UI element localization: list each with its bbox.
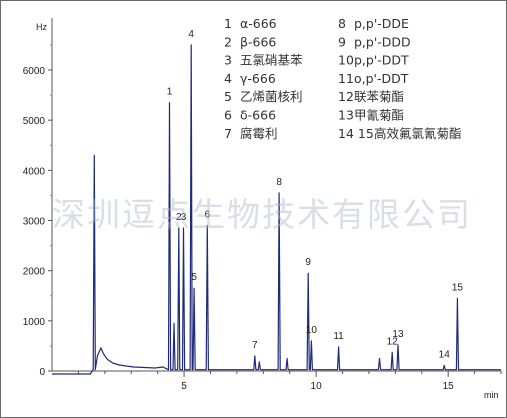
watermark-text: 深圳逗点生物技术有限公司 (52, 195, 472, 234)
legend-compound-name: 甲氰菊酯 (354, 108, 404, 123)
y-tick-label: 5000 (23, 116, 46, 127)
legend-compound-name: β-666 (240, 34, 276, 49)
peak-label: 8 (276, 177, 282, 188)
x-tick-label: 5 (181, 381, 187, 392)
legend-number: 12 (338, 89, 354, 104)
legend-compound-name: 腐霉利 (240, 126, 278, 141)
legend-number: 13 (338, 108, 354, 123)
peak-label: 5 (191, 272, 197, 283)
legend-number: 2 (224, 34, 232, 49)
x-ticks: 5 10 15 (77, 371, 502, 392)
y-tick-label: 6000 (23, 66, 46, 77)
peak-label: 14 (439, 349, 451, 360)
y-unit-label: Hz (36, 22, 47, 32)
peak-label: 2 (176, 212, 182, 223)
peak-label: 13 (392, 329, 404, 340)
peak-label: 11 (333, 331, 344, 342)
legend-compound-name: o,p'-DDT (354, 71, 409, 86)
legend-compound-name: 乙烯菌核利 (240, 89, 303, 104)
peak-label: 1 (167, 87, 173, 98)
peak-label: 4 (188, 29, 194, 40)
legend-compound-name: p,p'-DDT (354, 53, 409, 68)
legend-number: 6 (224, 108, 232, 123)
legend-number: 9 (338, 34, 346, 49)
legend-number: 1 (224, 16, 232, 31)
y-tick-label: 2000 (23, 267, 46, 278)
legend-number: 4 (224, 71, 232, 86)
peak-label: 6 (205, 210, 211, 221)
compound-legend: 1 α-666 2 β-666 3 五氯硝基苯 4 γ-666 5 乙烯菌核利 6 δ-666 7 腐霉利… (224, 16, 462, 141)
y-ticks: 0 1000 2000 3000 4000 5000 6000 (23, 44, 52, 378)
legend-number: 3 (224, 53, 232, 68)
y-tick-label: 1000 (23, 317, 46, 328)
x-tick-label: 15 (443, 381, 455, 392)
y-tick-label: 3000 (23, 217, 46, 228)
legend-number: 5 (224, 89, 232, 104)
peak-label: 10 (306, 325, 318, 336)
peak-label: 15 (452, 282, 464, 293)
legend-compound-name: γ-666 (240, 71, 276, 86)
peak-label: 9 (305, 257, 311, 268)
legend-compound-name: 高效氟氯氰菊酯 (374, 126, 462, 141)
legend-number: 10 (338, 53, 354, 68)
y-tick-label: 4000 (23, 166, 46, 177)
legend-number: 7 (224, 126, 232, 141)
x-unit-label: min (484, 390, 499, 400)
peak-label: 3 (181, 212, 187, 223)
legend-compound-name: 五氯硝基苯 (240, 53, 303, 68)
chromatogram-trace (52, 44, 501, 375)
legend-number: 8 (338, 16, 346, 31)
y-tick-label: 0 (39, 367, 45, 378)
legend-compound-name: p,p'-DDD (354, 34, 411, 49)
axes: Hz min (36, 18, 501, 400)
x-tick-label: 10 (311, 381, 323, 392)
legend-compound-name: p,p'-DDE (354, 16, 409, 31)
legend-compound-name: 联苯菊酯 (354, 89, 404, 104)
peak-label: 12 (387, 336, 399, 347)
legend-compound-name: δ-666 (240, 108, 276, 123)
legend-number: 14 15 (338, 126, 374, 141)
legend-number: 11 (338, 71, 354, 86)
legend-compound-name: α-666 (240, 16, 277, 31)
peak-label: 7 (252, 340, 258, 351)
